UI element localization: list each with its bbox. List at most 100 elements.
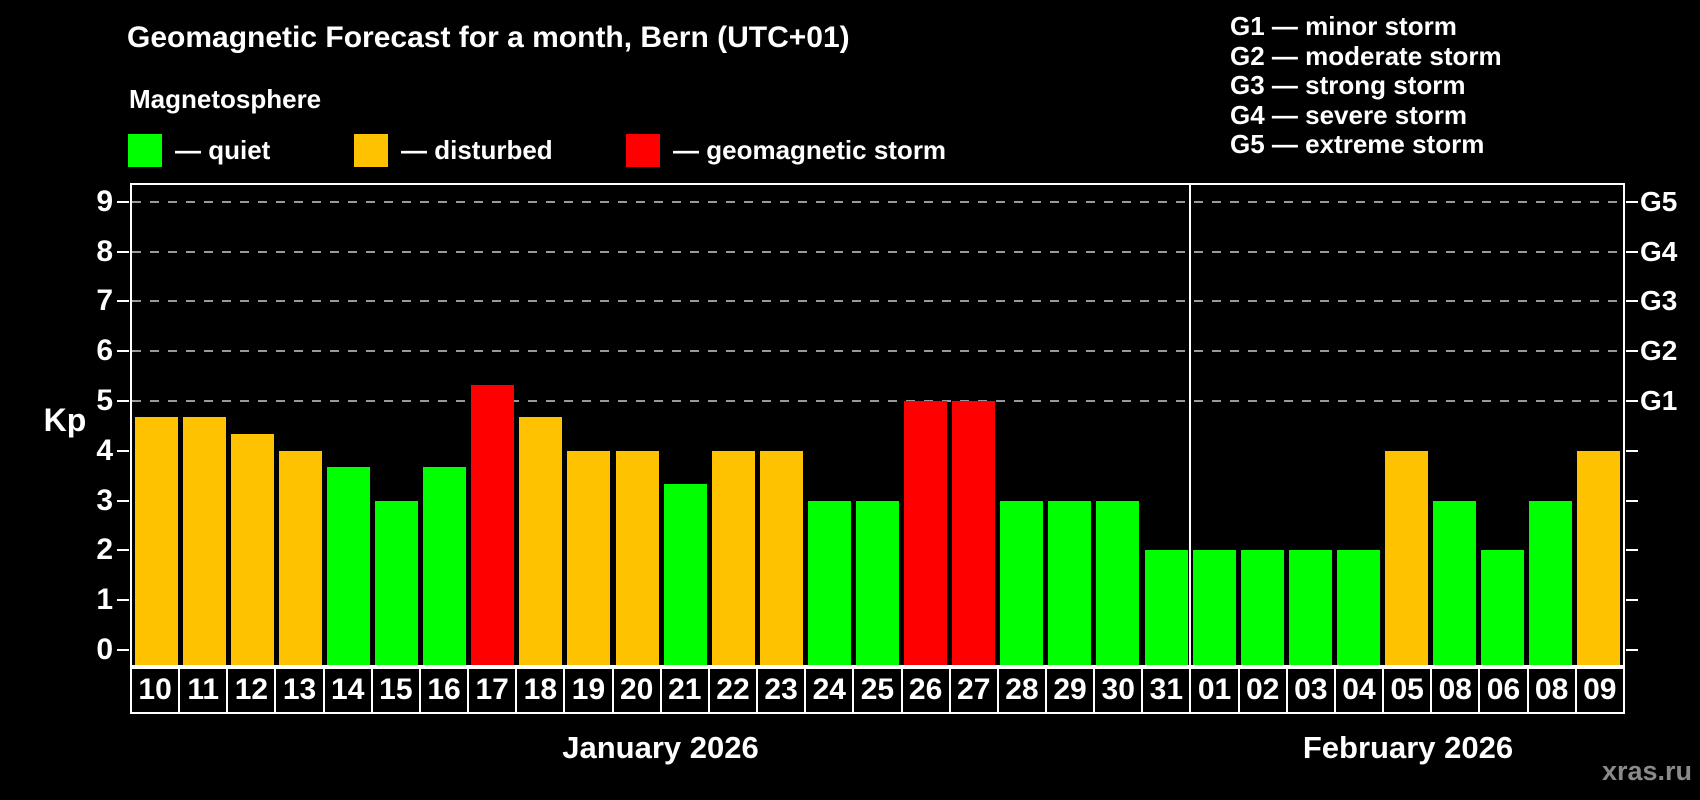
y-tick-label-5: 5 <box>96 384 113 417</box>
kp-bar-day-21 <box>663 484 707 665</box>
legend-item-disturbed: — disturbed <box>354 133 553 167</box>
kp-bar-day-17 <box>471 384 515 665</box>
day-label-01: 01 <box>1189 667 1240 714</box>
kp-bar-day-29 <box>1048 500 1092 665</box>
y-tick-label-2: 2 <box>96 533 113 567</box>
gridline-kp-8 <box>132 250 1623 253</box>
day-label-24: 24 <box>804 667 855 714</box>
month-label-february: February 2026 <box>1302 730 1514 765</box>
gridline-kp-6 <box>132 350 1623 353</box>
day-label-03: 03 <box>1285 667 1336 714</box>
kp-bar-day-18 <box>519 417 563 665</box>
kp-bar-day-23 <box>759 450 803 665</box>
day-label-31: 31 <box>1141 667 1192 714</box>
right-tick-kp-8 <box>1626 250 1638 253</box>
day-label-21: 21 <box>659 667 710 714</box>
kp-bar-day-01 <box>1192 550 1236 665</box>
right-tick-kp-7 <box>1626 300 1638 303</box>
right-tick-kp-4 <box>1626 449 1638 452</box>
quiet-color-swatch <box>128 133 162 167</box>
day-label-11: 11 <box>178 667 229 714</box>
right-tick-kp-9 <box>1626 200 1638 203</box>
xras-watermark: xras.ru <box>1601 756 1692 786</box>
legend-label-quiet: — quiet <box>175 134 271 165</box>
kp-bar-day-19 <box>567 450 611 665</box>
month-separator-line <box>1189 185 1192 665</box>
day-axis-row: 10 11 12 13 14 15 16 17 18 19 20 21 22 23 24 25 26 27 28 29… <box>130 667 1625 714</box>
kp-bar-day-31 <box>1144 550 1188 665</box>
day-label-12: 12 <box>226 667 277 714</box>
left-tick-kp-3 <box>117 499 129 502</box>
right-tick-kp-2 <box>1626 549 1638 552</box>
y-tick-label-6: 6 <box>96 334 113 368</box>
kp-bar-day-25 <box>856 500 899 665</box>
left-tick-kp-7 <box>117 300 129 303</box>
kp-bar-day-03 <box>1288 550 1332 665</box>
gridline-kp-9 <box>132 200 1623 203</box>
month-label-january: January 2026 <box>562 730 759 765</box>
kp-bar-day-26 <box>904 401 948 665</box>
right-tick-kp-1 <box>1626 599 1638 602</box>
kp-bar-day-22 <box>711 450 755 665</box>
y-tick-label-3: 3 <box>96 483 113 517</box>
y-tick-label-4: 4 <box>96 433 113 467</box>
day-label-06: 06 <box>1478 667 1529 714</box>
day-label-27: 27 <box>948 667 999 714</box>
left-tick-kp-4 <box>117 449 129 452</box>
right-axis-label-g4: G4 <box>1640 235 1678 267</box>
kp-bar-day-15 <box>375 500 419 665</box>
kp-bar-day-24 <box>807 500 851 665</box>
g-legend-line-g3: G3 — strong storm <box>1230 70 1466 100</box>
day-label-18: 18 <box>515 667 566 714</box>
kp-bar-day-28 <box>1000 500 1044 665</box>
right-axis-label-g1: G1 <box>1640 385 1678 416</box>
disturbed-color-swatch <box>354 133 388 167</box>
left-tick-kp-0 <box>117 649 129 651</box>
storm-color-swatch <box>626 133 660 167</box>
kp-bar-day-10 <box>134 417 178 665</box>
y-tick-label-0: 0 <box>96 633 113 666</box>
left-tick-kp-2 <box>117 549 129 552</box>
day-label-08: 08 <box>1526 667 1577 714</box>
gridline-kp-7 <box>132 300 1623 303</box>
g-scale-legend: G1 — minor storm G2 — moderate storm G3 … <box>1230 11 1502 160</box>
day-label-30: 30 <box>1093 667 1144 714</box>
page-title: Geomagnetic Forecast for a month, Bern (… <box>127 21 850 54</box>
day-label-02: 02 <box>1237 667 1288 714</box>
y-tick-label-7: 7 <box>96 284 113 318</box>
kp-bar-day-08 <box>1529 500 1573 665</box>
kp-bar-day-14 <box>326 467 370 665</box>
legend-label-disturbed: — disturbed <box>401 134 553 165</box>
day-label-20: 20 <box>611 667 662 714</box>
kp-bar-day-12 <box>230 434 274 665</box>
kp-bar-day-06 <box>1481 550 1525 665</box>
right-tick-kp-5 <box>1626 400 1638 402</box>
right-tick-kp-0 <box>1626 649 1638 651</box>
day-label-25: 25 <box>852 667 903 714</box>
kp-bar-day-27 <box>952 401 996 665</box>
kp-bar-day-30 <box>1096 500 1140 665</box>
kp-bar-day-09 <box>1577 450 1621 665</box>
y-tick-label-1: 1 <box>96 583 113 617</box>
g-legend-line-g2: G2 — moderate storm <box>1230 40 1502 71</box>
left-tick-kp-8 <box>117 250 129 253</box>
kp-bar-day-13 <box>278 450 322 665</box>
day-label-22: 22 <box>707 667 759 714</box>
legend-item-quiet: — quiet <box>128 133 270 167</box>
gridline-kp-5 <box>132 400 1623 402</box>
kp-bar-chart-plot-area <box>130 183 1625 667</box>
left-tick-kp-9 <box>117 200 129 203</box>
kp-bar-day-11 <box>182 417 226 665</box>
kp-bar-day-02 <box>1240 550 1284 665</box>
day-label-14: 14 <box>322 667 373 714</box>
right-axis-label-g5: G5 <box>1640 185 1678 217</box>
kp-bar-day-04 <box>1336 550 1380 665</box>
day-label-13: 13 <box>274 667 325 714</box>
g-legend-line-g5: G5 — extreme storm <box>1230 129 1485 159</box>
day-label-28: 28 <box>996 667 1047 714</box>
day-label-08: 08 <box>1430 667 1481 714</box>
day-label-04: 04 <box>1333 667 1385 714</box>
y-tick-label-8: 8 <box>96 234 113 268</box>
day-label-29: 29 <box>1044 667 1096 714</box>
